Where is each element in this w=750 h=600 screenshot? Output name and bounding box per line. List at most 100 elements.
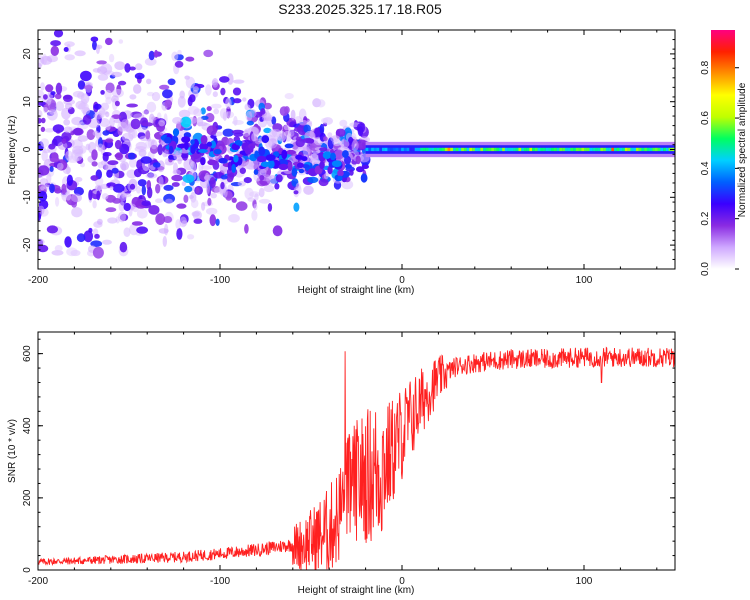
spectrogram-blob [100,63,113,75]
spectrogram-blob [263,184,275,193]
spectrogram-blob [54,245,63,252]
spectrogram-blob [43,94,48,100]
spectrogram-blob [330,152,336,161]
spectrogram-blob [38,117,42,124]
carrier-core-segment [641,147,645,152]
spectrogram-blob [177,49,182,55]
spectrogram-blob [335,128,346,137]
spectrogram-blob [206,106,212,112]
spectrogram-blob [223,186,228,198]
spectrogram-blob [179,149,190,154]
snr-xtick-label: -200 [28,576,48,587]
spectrogram-blob [97,73,109,81]
spectrogram-blob [258,187,265,198]
spectrogram-blob [80,70,92,82]
spectrogram-blob [181,136,191,143]
spectrogram-blob [133,168,142,178]
spectrogram-blob [349,169,354,176]
spectrogram-blob [192,210,202,220]
snr-ticks: -200 -100 0 100 0 200 400 600 [22,332,675,587]
spectrogram-blob [303,185,314,195]
spectrogram-blob [61,183,67,195]
spectrogram-blob [181,153,188,159]
spectrogram-blob [174,60,184,68]
spectrogram-blob [266,175,279,185]
spectrogram-blob [295,182,301,192]
spectrogram-blob [64,236,72,248]
spectrogram-blob [209,177,216,189]
snr-ytick-label: 400 [22,417,33,434]
spectrogram-blob [272,225,283,237]
carrier-core-segment [436,147,440,152]
carrier-core-segment [564,147,568,152]
spectrogram-blob [231,129,244,135]
spectrogram-blob [109,185,114,191]
spectrogram-blob [296,162,304,168]
spectrogram-blob [232,98,242,104]
carrier-core-segment [573,147,576,152]
spectrogram-blob [97,161,104,169]
spectrogram-blob [213,108,220,115]
spectrogram-blob [159,84,170,90]
spectrogram-blob [210,140,217,149]
spectrogram-blob [205,182,210,195]
spectrogram-blob [321,117,329,124]
spectrogram-ytick-label: 10 [22,96,33,108]
spectrogram-blob [118,80,127,86]
spectrogram-blob [207,197,212,206]
spectrogram-blob [95,44,100,55]
spectrogram-blob [107,160,119,166]
spectrogram-blob [105,37,113,46]
carrier-core-segment [439,147,443,152]
spectrogram-blob [264,112,272,119]
spectrogram-blob [246,120,254,126]
carrier-core-segment [463,147,467,152]
spectrogram-blob [175,150,182,158]
spectrogram-blob [64,41,75,47]
spectrogram-blob [39,178,49,187]
spectrogram-blob [38,101,46,106]
spectrogram-blob [295,136,302,142]
carrier-core-segment [608,147,612,152]
spectrogram-blob [243,177,252,184]
spectrogram-blob [278,163,289,171]
carrier-core-segment [635,147,639,152]
spectrogram-blob [130,118,141,130]
carrier-core-segment [461,147,464,152]
spectrogram-blob [148,50,155,61]
spectrogram-blob [38,165,50,176]
spectrogram-blob [219,108,228,119]
carrier-core-segment [371,147,374,152]
spectrogram-blob [86,129,96,141]
spectrogram-blob [171,51,179,62]
spectrogram-blob [323,172,329,180]
spectrogram-blob [339,119,348,127]
spectrogram-blob [73,186,84,196]
spectrogram-blob [287,161,293,172]
carrier-core-segment [649,147,653,152]
spectrogram-blob [225,97,232,110]
spectrogram-blob [155,213,166,226]
spectrogram-ytick-label: 0 [22,146,33,152]
spectrogram-blob [129,183,136,190]
spectrogram-blob [323,136,328,142]
carrier-core-segment [616,147,620,152]
carrier-core-segment [657,147,661,152]
carrier-core-segment [376,147,380,152]
spectrogram-blob [237,180,246,187]
spectrogram-blob [357,126,364,137]
spectrogram-blob [147,186,153,199]
spectrogram-xlabel: Height of straight line (km) [298,285,415,296]
spectrogram-blob [82,114,92,125]
spectrogram-blob [250,159,259,170]
spectrogram-blob [50,45,59,57]
spectrogram-blob [80,98,88,109]
spectrogram-blob [244,187,254,200]
spectrogram-blob [111,167,119,174]
spectrogram-blob [267,203,273,212]
carrier-core-segment [570,147,574,152]
spectrogram-blob [40,138,49,148]
spectrogram-heatmap [38,30,675,269]
spectrogram-blob [48,143,56,150]
